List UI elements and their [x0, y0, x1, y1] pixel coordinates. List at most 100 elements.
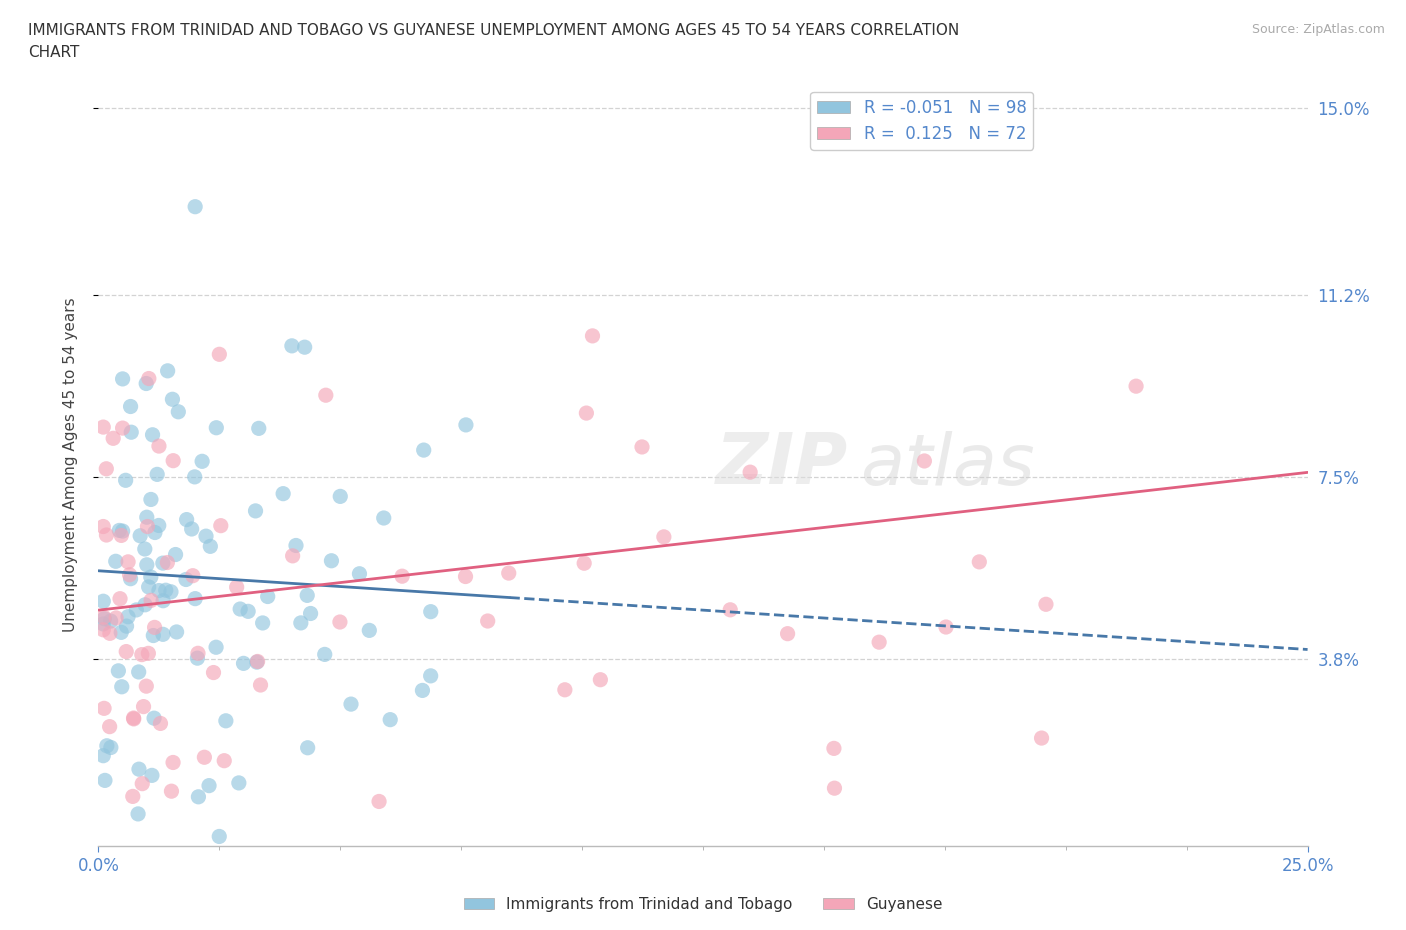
Point — [115, 644, 138, 659]
Point — [329, 489, 352, 504]
Point — [91, 593, 114, 608]
Point — [111, 679, 134, 694]
Point — [823, 741, 845, 756]
Point — [135, 679, 157, 694]
Point — [148, 518, 170, 533]
Point — [131, 647, 153, 662]
Point — [247, 421, 270, 436]
Y-axis label: Unemployment Among Ages 45 to 54 years: Unemployment Among Ages 45 to 54 years — [63, 298, 77, 632]
Point — [740, 465, 762, 480]
Point — [122, 711, 145, 726]
Point — [93, 611, 115, 626]
Point — [454, 418, 477, 432]
Legend: R = -0.051   N = 98, R =  0.125   N = 72: R = -0.051 N = 98, R = 0.125 N = 72 — [810, 92, 1033, 150]
Point — [121, 789, 143, 804]
Point — [94, 773, 117, 788]
Point — [498, 565, 520, 580]
Point — [143, 711, 166, 725]
Point — [193, 750, 215, 764]
Point — [581, 328, 603, 343]
Point — [152, 556, 174, 571]
Point — [96, 738, 118, 753]
Point — [131, 777, 153, 791]
Text: IMMIGRANTS FROM TRINIDAD AND TOBAGO VS GUYANESE UNEMPLOYMENT AMONG AGES 45 TO 54: IMMIGRANTS FROM TRINIDAD AND TOBAGO VS G… — [28, 23, 959, 38]
Point — [96, 527, 118, 542]
Point — [249, 678, 271, 693]
Point — [294, 339, 316, 354]
Point — [98, 719, 121, 734]
Point — [160, 784, 183, 799]
Point — [152, 627, 174, 642]
Point — [373, 511, 395, 525]
Point — [107, 663, 129, 678]
Point — [208, 829, 231, 844]
Point — [200, 538, 222, 553]
Point — [184, 591, 207, 606]
Point — [232, 656, 254, 671]
Point — [236, 604, 259, 618]
Point — [138, 646, 160, 661]
Point — [454, 569, 477, 584]
Point — [125, 603, 148, 618]
Point — [162, 453, 184, 468]
Point — [209, 518, 232, 533]
Point — [205, 640, 228, 655]
Point — [246, 655, 269, 670]
Point — [132, 699, 155, 714]
Point — [167, 405, 190, 419]
Point — [118, 567, 141, 582]
Point — [969, 554, 991, 569]
Point — [111, 524, 134, 538]
Point — [589, 672, 612, 687]
Text: ZIP: ZIP — [716, 431, 848, 499]
Point — [186, 651, 208, 666]
Point — [134, 541, 156, 556]
Point — [477, 614, 499, 629]
Point — [246, 654, 269, 669]
Point — [108, 523, 131, 538]
Point — [127, 806, 149, 821]
Point — [652, 529, 675, 544]
Point — [117, 609, 139, 624]
Point — [380, 712, 402, 727]
Point — [419, 604, 441, 619]
Point — [174, 572, 197, 587]
Point — [181, 568, 204, 583]
Point — [141, 768, 163, 783]
Point — [215, 713, 238, 728]
Point — [340, 697, 363, 711]
Point — [285, 538, 308, 553]
Text: atlas: atlas — [860, 431, 1035, 499]
Point — [143, 525, 166, 540]
Point — [329, 615, 352, 630]
Point — [108, 591, 131, 606]
Point — [314, 647, 336, 662]
Point — [100, 740, 122, 755]
Point — [1125, 379, 1147, 393]
Point — [349, 566, 371, 581]
Point — [93, 610, 115, 625]
Point — [868, 635, 890, 650]
Point — [135, 557, 157, 572]
Point — [111, 420, 134, 435]
Point — [128, 665, 150, 680]
Point — [120, 571, 142, 586]
Point — [117, 554, 139, 569]
Point — [368, 794, 391, 809]
Point — [205, 420, 228, 435]
Point — [290, 616, 312, 631]
Point — [208, 347, 231, 362]
Point — [718, 603, 741, 618]
Point — [225, 579, 247, 594]
Point — [134, 597, 156, 612]
Point — [935, 619, 957, 634]
Point — [98, 626, 121, 641]
Point — [297, 588, 319, 603]
Point — [202, 665, 225, 680]
Point — [135, 510, 157, 525]
Text: CHART: CHART — [28, 45, 80, 60]
Point — [419, 669, 441, 684]
Point — [93, 701, 115, 716]
Point — [271, 486, 294, 501]
Point — [138, 371, 160, 386]
